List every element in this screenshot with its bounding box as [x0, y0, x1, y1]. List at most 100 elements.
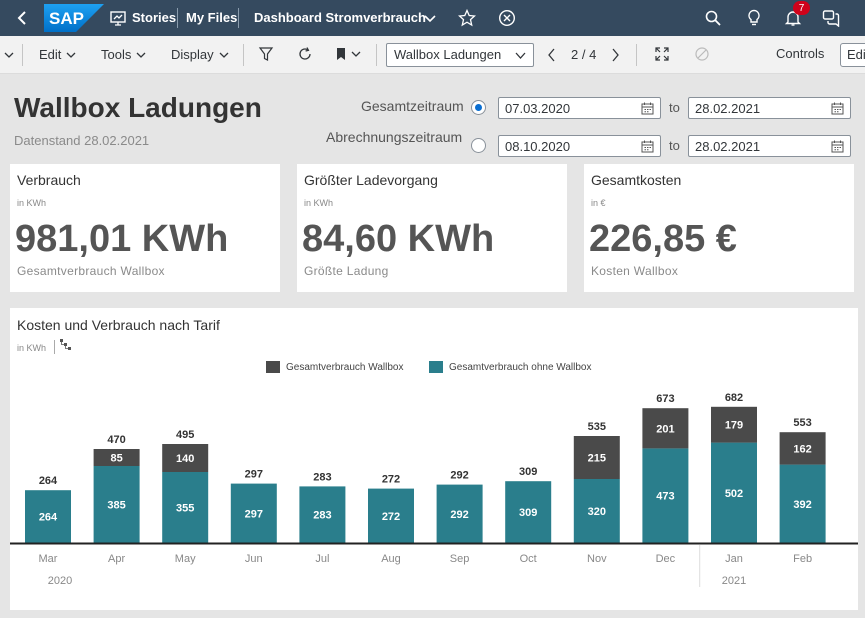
page-title: Wallbox Ladungen — [14, 92, 262, 123]
disabled-icon — [695, 47, 709, 61]
edit-button[interactable]: Edit — [840, 43, 865, 67]
data-label: 297 — [245, 508, 263, 520]
lightbulb-icon[interactable] — [745, 9, 763, 27]
legend-swatch — [429, 361, 443, 373]
bar-segment-ohne-wallbox[interactable] — [642, 448, 689, 543]
data-label: 473 — [656, 491, 674, 503]
range-billing-radio[interactable] — [471, 138, 486, 153]
range-total-from-value: 07.03.2020 — [505, 101, 571, 116]
calendar-icon[interactable] — [641, 140, 654, 153]
chevron-down-icon[interactable] — [4, 50, 14, 60]
x-tick-label: Oct — [520, 553, 537, 565]
bar-segment-ohne-wallbox[interactable] — [93, 466, 140, 543]
edit-menu[interactable]: Edit — [39, 47, 76, 62]
close-circle-icon[interactable] — [498, 9, 516, 27]
legend-item-ohne-wallbox[interactable]: Gesamtverbrauch ohne Wallbox — [429, 361, 591, 373]
bar-segment-wallbox[interactable] — [711, 406, 757, 443]
page-select[interactable]: Wallbox Ladungen — [386, 43, 534, 67]
bar-segment-ohne-wallbox[interactable] — [25, 490, 71, 543]
chevron-down-icon[interactable] — [350, 46, 362, 62]
edit-menu-label: Edit — [39, 47, 62, 62]
data-label: 355 — [176, 503, 194, 515]
x-tick-label: Apr — [108, 553, 125, 565]
data-label: 292 — [450, 509, 468, 521]
chevron-down-icon — [66, 52, 76, 58]
star-icon[interactable] — [458, 9, 476, 27]
kpi-unit: in KWh — [304, 198, 334, 208]
range-total-from-input[interactable]: 07.03.2020 — [498, 97, 661, 119]
previous-page-icon[interactable] — [546, 48, 558, 62]
data-label: 283 — [313, 510, 331, 522]
bar-segment-ohne-wallbox[interactable] — [779, 464, 826, 543]
back-icon[interactable] — [8, 0, 36, 36]
chat-icon[interactable] — [822, 9, 840, 27]
calendar-icon[interactable] — [831, 102, 844, 115]
sap-logo[interactable]: SAP — [44, 4, 104, 32]
story-title[interactable]: Dashboard Stromverbrauch — [254, 10, 426, 25]
total-label: 272 — [382, 474, 400, 486]
bar-segment-ohne-wallbox[interactable] — [299, 486, 346, 543]
hierarchy-icon[interactable] — [60, 339, 72, 351]
range-total-radio[interactable] — [471, 100, 486, 115]
chevron-down-icon — [136, 52, 146, 58]
range-total-to-input[interactable]: 28.02.2021 — [688, 97, 851, 119]
bar-segment-ohne-wallbox[interactable] — [162, 472, 209, 543]
calendar-icon[interactable] — [831, 140, 844, 153]
kpi-title: Verbrauch — [17, 172, 81, 188]
bar-segment-ohne-wallbox[interactable] — [368, 488, 414, 543]
x-tick-label: Mar — [39, 553, 58, 565]
year-label: 2021 — [722, 575, 746, 587]
filter-icon[interactable] — [258, 46, 274, 62]
stacked-bar-chart: 264 264 Mar 385 85 470 Apr 355 140 495 May 297 297 Ju… — [10, 392, 858, 587]
shell-divider — [238, 8, 239, 28]
legend-label: Gesamtverbrauch ohne Wallbox — [449, 361, 592, 373]
range-billing-label: Abrechnungszeitraum — [326, 129, 463, 145]
x-tick-label: Sep — [450, 553, 470, 565]
bar-segment-wallbox[interactable] — [93, 449, 140, 466]
tools-menu[interactable]: Tools — [101, 47, 146, 62]
bookmark-icon[interactable] — [333, 46, 349, 62]
legend-swatch — [266, 361, 280, 373]
data-label: 201 — [656, 423, 674, 435]
total-label: 309 — [519, 466, 537, 478]
kpi-card-largest-charge[interactable]: Größter Ladevorgang in KWh 84,60 KWh Grö… — [297, 164, 567, 292]
refresh-icon[interactable] — [297, 46, 313, 62]
bar-segment-wallbox[interactable] — [162, 444, 209, 472]
display-menu[interactable]: Display — [171, 47, 229, 62]
range-billing-from-value: 08.10.2020 — [505, 139, 571, 154]
toolbar-divider — [376, 44, 377, 66]
range-total-to-label: to — [669, 100, 680, 115]
bar-segment-ohne-wallbox[interactable] — [436, 484, 483, 543]
chart-title: Kosten und Verbrauch nach Tarif — [17, 317, 220, 333]
bar-segment-ohne-wallbox[interactable] — [505, 481, 552, 543]
kpi-value: 84,60 KWh — [302, 218, 495, 260]
stories-link[interactable]: Stories — [132, 10, 177, 25]
my-files-link[interactable]: My Files — [186, 10, 238, 25]
bar-segment-wallbox[interactable] — [573, 436, 620, 479]
chevron-down-icon[interactable] — [424, 12, 436, 24]
chart-header-divider — [54, 340, 55, 354]
next-page-icon[interactable] — [609, 48, 621, 62]
kpi-unit: in KWh — [17, 198, 47, 208]
calendar-icon[interactable] — [641, 102, 654, 115]
fullscreen-icon[interactable] — [654, 46, 670, 62]
chart-card[interactable]: Kosten und Verbrauch nach Tarif in KWh G… — [10, 308, 858, 610]
kpi-card-verbrauch[interactable]: Verbrauch in KWh 981,01 KWh Gesamtverbra… — [10, 164, 280, 292]
range-billing-from-input[interactable]: 08.10.2020 — [498, 135, 661, 157]
bar-segment-ohne-wallbox[interactable] — [711, 442, 757, 543]
bar-segment-ohne-wallbox[interactable] — [573, 479, 620, 543]
kpi-value: 981,01 KWh — [15, 218, 229, 260]
total-label: 264 — [39, 475, 58, 487]
bar-segment-wallbox[interactable] — [642, 408, 689, 449]
data-label: 385 — [107, 500, 125, 512]
search-icon[interactable] — [704, 9, 722, 27]
bar-segment-wallbox[interactable] — [779, 432, 826, 465]
range-billing-to-input[interactable]: 28.02.2021 — [688, 135, 851, 157]
legend-item-wallbox[interactable]: Gesamtverbrauch Wallbox — [266, 361, 403, 373]
kpi-card-total-cost[interactable]: Gesamtkosten in € 226,85 € Kosten Wallbo… — [584, 164, 854, 292]
total-label: 470 — [107, 434, 125, 446]
kpi-value: 226,85 € — [589, 218, 737, 260]
total-label: 495 — [176, 429, 194, 441]
controls-button[interactable]: Controls — [776, 46, 825, 61]
bar-segment-ohne-wallbox[interactable] — [230, 483, 277, 543]
